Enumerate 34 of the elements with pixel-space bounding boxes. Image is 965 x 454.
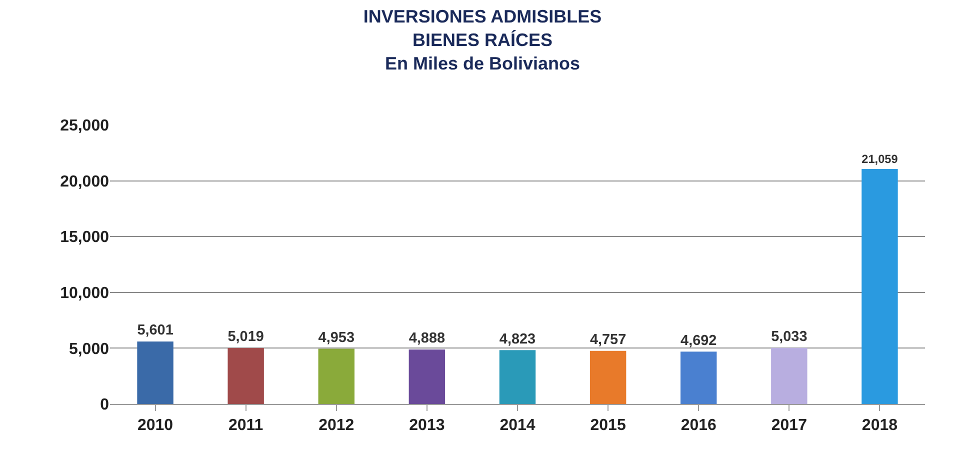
bar	[228, 348, 264, 404]
bar	[680, 352, 717, 404]
y-tick-label: 0	[100, 396, 110, 414]
data-label: 4,823	[499, 331, 536, 348]
x-tick-label: 2010	[137, 417, 174, 434]
data-label: 4,757	[590, 332, 626, 348]
x-tick-label: 2015	[590, 417, 626, 434]
bar	[862, 168, 898, 404]
y-tick-label: 10,000	[60, 285, 110, 302]
data-label: 5,601	[137, 322, 174, 339]
y-tick-label: 25,000	[60, 118, 110, 135]
data-label: 21,059	[862, 152, 898, 166]
x-tick-label: 2014	[500, 417, 536, 434]
bar	[499, 350, 536, 404]
data-label: 5,033	[771, 328, 808, 345]
y-tick-label: 5,000	[68, 340, 110, 358]
data-label: 4,953	[318, 330, 354, 346]
bar	[771, 348, 808, 404]
bar	[137, 341, 174, 404]
chart-title: INVERSIONES ADMISIBLES BIENES RAÍCES En Miles de Bolivianos	[363, 6, 602, 74]
data-label: 4,888	[408, 330, 446, 347]
x-tick-label: 2017	[771, 417, 808, 434]
y-tick-label: 15,000	[60, 229, 110, 246]
x-tick-label: 2013	[409, 417, 445, 434]
x-tick-label: 2012	[318, 417, 354, 434]
y-tick-label: 20,000	[60, 173, 110, 190]
bar	[318, 348, 354, 404]
x-tick-label: 2016	[680, 417, 717, 434]
data-label: 4,692	[680, 332, 717, 349]
x-tick-label: 2011	[228, 417, 264, 434]
data-label: 5,019	[228, 329, 264, 346]
bar	[590, 350, 626, 404]
x-tick-label: 2018	[862, 417, 898, 434]
bar	[408, 349, 446, 404]
